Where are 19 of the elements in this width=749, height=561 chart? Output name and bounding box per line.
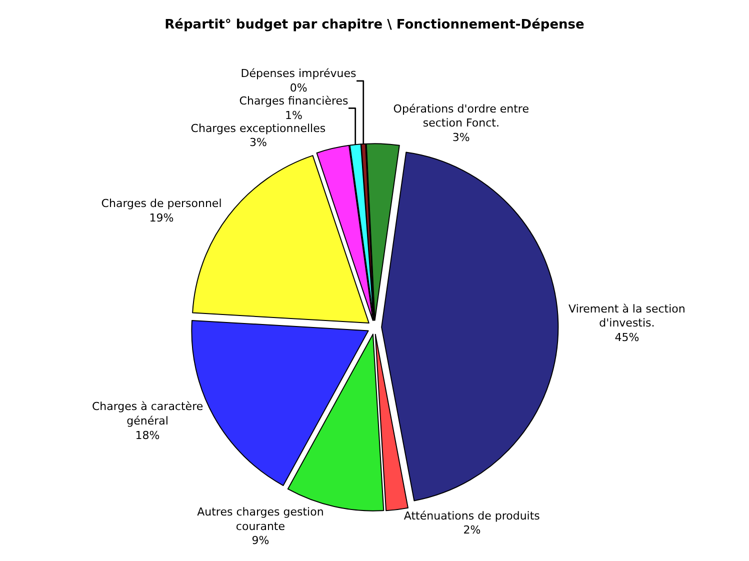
data-label: 9% <box>252 534 270 548</box>
slice-label: Atténuations de produits <box>404 509 540 522</box>
slice-label: Autres charges gestion courante <box>197 506 324 533</box>
data-label: 45% <box>614 330 640 344</box>
slice-label: Charges exceptionnelles <box>190 122 326 135</box>
slice-label: Dépenses imprévues <box>240 67 357 80</box>
data-label: 0% <box>290 82 308 95</box>
slice-label: Charges à caractère général <box>92 400 204 428</box>
chart-title: Répartit° budget par chapitre \ Fonctionnement-Dépense <box>164 18 585 33</box>
slice-label: Opérations d'ordre entre section Fonct. <box>393 102 530 130</box>
data-label: 1% <box>285 108 303 122</box>
slice-label: Charges de personnel <box>101 197 222 210</box>
slice-label: Virement à la section d'investis. <box>568 302 686 330</box>
data-label: 2% <box>463 524 481 537</box>
data-label: 18% <box>135 428 160 442</box>
data-label: 3% <box>452 130 470 144</box>
slice-label: Charges financières <box>239 94 349 108</box>
data-label: 3% <box>249 136 267 150</box>
data-label: 19% <box>149 211 174 224</box>
